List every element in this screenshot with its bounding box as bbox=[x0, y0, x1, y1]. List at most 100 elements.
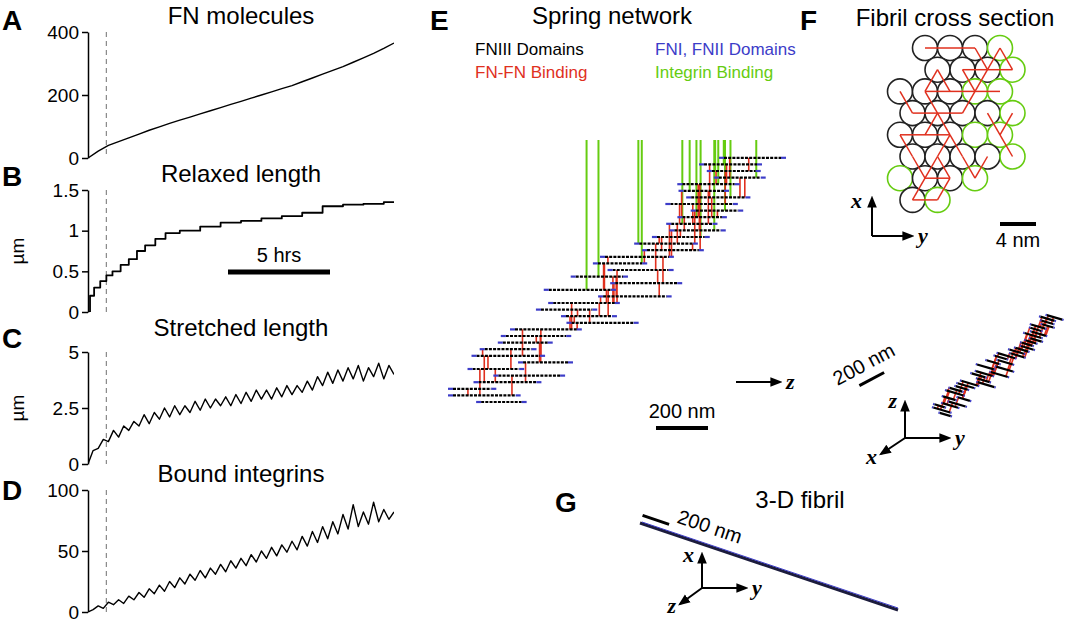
fn12-domains bbox=[1020, 344, 1021, 347]
fn12-domains bbox=[592, 309, 597, 311]
fn12-domains bbox=[721, 229, 726, 231]
y-tick-label: 5 bbox=[68, 342, 79, 363]
fn-fn-bond bbox=[525, 362, 527, 382]
integrin-bond bbox=[729, 140, 731, 197]
y-tick-label: 400 bbox=[47, 22, 79, 43]
y-tick: 0 bbox=[68, 302, 88, 323]
fn12-domains bbox=[945, 389, 946, 392]
y-tick-label: 1.5 bbox=[53, 180, 79, 201]
fn12-domains bbox=[962, 390, 963, 393]
y-tick-label: 2.5 bbox=[53, 398, 79, 419]
panel-letter: E bbox=[430, 5, 449, 36]
reference-line bbox=[106, 352, 107, 464]
fn12-domains bbox=[705, 236, 710, 238]
fn12-domains bbox=[1007, 358, 1008, 361]
axis-letter: z bbox=[887, 388, 897, 413]
y-tick: 5 bbox=[68, 342, 88, 363]
fn12-domains bbox=[938, 411, 939, 414]
fn12-domains bbox=[1062, 319, 1063, 322]
fn12-domains bbox=[1020, 341, 1021, 344]
fn-fn-bond bbox=[616, 270, 618, 303]
fn-fn-bond bbox=[900, 91, 913, 113]
fn12-domains bbox=[956, 399, 957, 402]
fn3-domains bbox=[991, 372, 1008, 377]
fn12-domains bbox=[518, 361, 523, 363]
fn3-domains bbox=[977, 364, 994, 369]
fn12-domains bbox=[1040, 319, 1041, 322]
fn12-domains bbox=[974, 387, 975, 390]
fn12-domains bbox=[1053, 323, 1054, 326]
fn3-domains bbox=[576, 276, 623, 278]
fn3-domains bbox=[515, 328, 577, 330]
fn-fn-bond bbox=[963, 70, 976, 92]
y-tick-label: 0 bbox=[68, 602, 79, 623]
fn12-domains bbox=[1029, 326, 1030, 329]
fn12-domains bbox=[993, 354, 994, 357]
fn3-domains bbox=[940, 413, 951, 416]
fn3-domains bbox=[1030, 328, 1041, 331]
fn-fn-bond bbox=[511, 376, 513, 396]
panel-title: 3-D fibril bbox=[755, 486, 844, 513]
fn12-domains bbox=[951, 415, 952, 418]
panel-letter: D bbox=[2, 475, 22, 506]
fn12-domains bbox=[448, 388, 453, 390]
fn3-domains bbox=[541, 309, 592, 311]
fn-fn-bond bbox=[598, 303, 600, 316]
fn12-domains bbox=[964, 394, 965, 397]
fn12-domains bbox=[1041, 323, 1042, 326]
data-line bbox=[88, 201, 394, 312]
fn3-domains bbox=[523, 361, 568, 363]
fn12-domains bbox=[733, 203, 738, 205]
fn-fn-bond bbox=[950, 91, 975, 93]
y-tick-mark bbox=[82, 408, 88, 410]
reference-line bbox=[106, 32, 107, 158]
fn-fn-bond bbox=[900, 135, 913, 157]
fn12-domains bbox=[932, 406, 933, 409]
fn-fn-bond bbox=[955, 397, 958, 407]
fn-fn-bond bbox=[709, 164, 711, 197]
legend-entry: FN-FN Binding bbox=[475, 63, 587, 82]
panel-title: Fibril cross section bbox=[856, 4, 1055, 31]
y-tick-mark bbox=[82, 230, 88, 232]
fn3-domains bbox=[476, 355, 540, 357]
integrin-bond bbox=[714, 140, 716, 171]
chart-panel: 0200400FN moleculesA bbox=[2, 2, 394, 169]
fn12-domains bbox=[448, 394, 453, 396]
fn12-domains bbox=[608, 269, 613, 271]
y-axis: 0200400 bbox=[47, 22, 88, 169]
fn-fn-bond bbox=[938, 113, 951, 135]
fn12-domains bbox=[560, 375, 565, 377]
y-tick: 100 bbox=[47, 480, 88, 501]
fn3-domains bbox=[571, 322, 633, 324]
y-axis: 050100 bbox=[47, 480, 88, 623]
y-tick-label: 0 bbox=[68, 302, 79, 323]
fn12-domains bbox=[722, 216, 727, 218]
y-arrow bbox=[905, 437, 949, 439]
fn12-domains bbox=[781, 157, 786, 159]
fn3-domains bbox=[603, 295, 667, 297]
fn12-domains bbox=[1034, 349, 1035, 352]
panel-letter: G bbox=[555, 487, 577, 518]
fn12-domains bbox=[1008, 348, 1009, 351]
fn12-domains bbox=[666, 223, 671, 225]
fn12-domains bbox=[1013, 363, 1014, 366]
fn-fn-bond bbox=[975, 157, 988, 179]
fn3-domains bbox=[485, 348, 532, 350]
data-line bbox=[88, 363, 394, 464]
fn12-domains bbox=[536, 309, 541, 311]
panel-letter: A bbox=[2, 5, 22, 36]
y-tick: 2.5 bbox=[53, 398, 88, 419]
fn12-domains bbox=[757, 163, 762, 165]
fn12-domains bbox=[577, 328, 582, 330]
fn12-domains bbox=[714, 177, 719, 179]
fn3-domains bbox=[674, 229, 720, 231]
fn3-domains bbox=[503, 342, 548, 344]
fn3-domains bbox=[506, 335, 566, 337]
legend-entry: FNIII Domains bbox=[475, 40, 584, 59]
fn12-domains bbox=[548, 342, 553, 344]
fn3-domains bbox=[961, 381, 978, 386]
fn-fn-bond bbox=[1044, 326, 1047, 336]
fn-fn-bond bbox=[938, 178, 951, 200]
y-axis: 00.511.5 bbox=[53, 180, 89, 323]
axis-letter: x bbox=[865, 444, 877, 469]
